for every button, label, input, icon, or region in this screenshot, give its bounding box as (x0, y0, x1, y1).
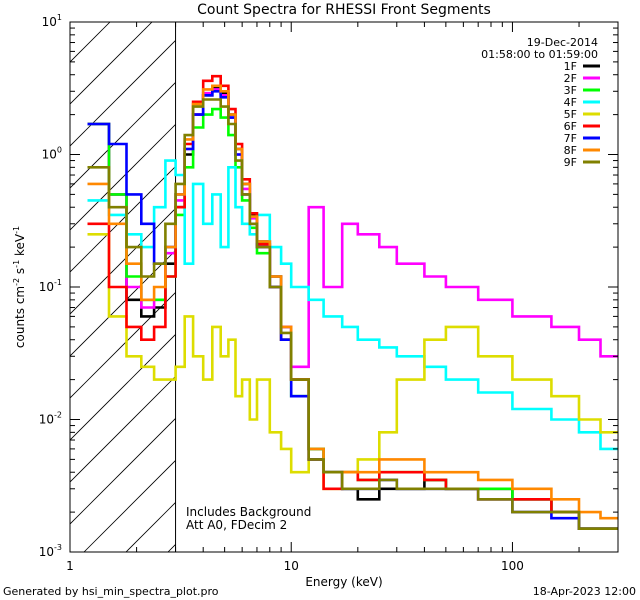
y-tick-label: 101 (42, 13, 62, 29)
series-5f-line (87, 233, 618, 491)
hatch-line (70, 417, 176, 525)
hatch-line (70, 207, 176, 315)
x-axis-ticks: 1 10 100 (66, 22, 619, 573)
legend-label-3f: 3F (564, 84, 577, 97)
excluded-energy-region (0, 0, 640, 552)
legend-label-8f: 8F (564, 144, 577, 157)
x-tick-label: 100 (501, 559, 524, 573)
legend-label-5f: 5F (564, 108, 577, 121)
x-tick-label: 10 (284, 559, 299, 573)
series-7f-line (87, 90, 618, 530)
x-tick-label: 1 (66, 559, 74, 573)
hatch-line (336, 0, 640, 552)
legend-label-6f: 6F (564, 120, 577, 133)
hatch-line (70, 123, 176, 231)
series-2f-line (87, 88, 618, 369)
series-3f-line (87, 107, 618, 530)
y-tick-label: 10-3 (39, 543, 62, 559)
legend-label-9f: 9F (564, 156, 577, 169)
chart-title: Count Spectra for RHESSI Front Segments (197, 2, 491, 18)
spectra-series-group (87, 74, 618, 530)
hatch-line (70, 165, 176, 273)
x-axis-label: Energy (keV) (305, 575, 382, 589)
annotation-background: Includes Background (186, 505, 311, 519)
footer-timestamp: 18-Apr-2023 12:00 (533, 585, 636, 598)
footer-generated-by: Generated by hsi_min_spectra_plot.pro (3, 585, 219, 598)
observation-date: 19-Dec-2014 (527, 36, 598, 49)
series-9f-line (87, 98, 618, 530)
legend-label-1f: 1F (564, 60, 577, 73)
y-tick-label: 10-2 (39, 411, 62, 427)
series-1f-line (87, 86, 618, 530)
hatch-line (0, 0, 70, 552)
hatch-line (70, 249, 176, 357)
legend-label-4f: 4F (564, 96, 577, 109)
hatch-line (294, 0, 640, 552)
y-axis-label: counts cm-2 s-1 keV-1 (12, 226, 27, 348)
y-tick-label: 10-1 (39, 278, 62, 294)
observation-time-range: 01:58:00 to 01:59:00 (481, 48, 598, 61)
y-tick-label: 100 (42, 146, 62, 162)
series-8f-line (87, 84, 618, 520)
series-4f-line (87, 159, 618, 451)
hatch-line (70, 333, 176, 441)
series-6f-line (87, 74, 618, 530)
annotation-attenuator: Att A0, FDecim 2 (186, 518, 287, 532)
y-axis-ticks: 10-3 10-2 10-1 100 101 (39, 13, 618, 559)
legend-label-7f: 7F (564, 132, 577, 145)
hatch-line (70, 375, 176, 483)
legend-label-2f: 2F (564, 72, 577, 85)
